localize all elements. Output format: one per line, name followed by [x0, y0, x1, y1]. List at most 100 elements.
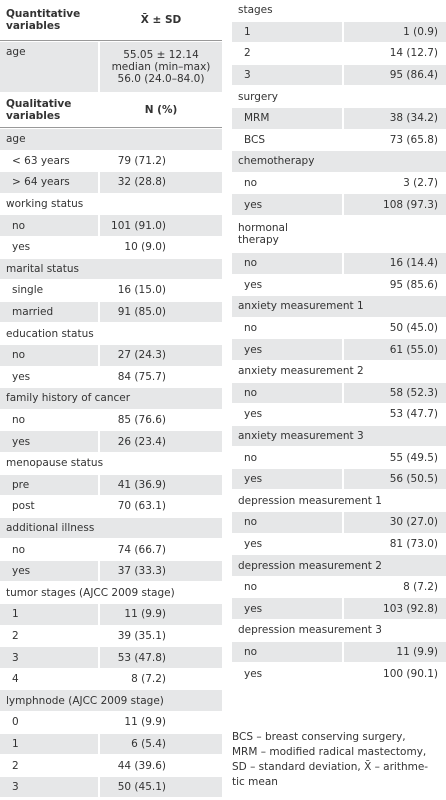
row-label: MRM: [232, 107, 342, 129]
data-row: < 63 years 79 (71.2): [0, 151, 222, 172]
data-row: > 64 years 32 (28.8): [0, 172, 222, 193]
row-label: 1: [232, 21, 342, 43]
section-title: family history of cancer: [6, 392, 131, 405]
row-label: yes: [0, 431, 98, 452]
section-cell: working status: [0, 194, 222, 215]
row-label: 2: [12, 629, 19, 642]
row-value: 8 (7.2): [403, 581, 438, 594]
row-label: yes: [232, 598, 342, 620]
section-cell: lymphnode (AJCC 2009 stage): [0, 690, 222, 712]
row-value: 1 (0.9): [344, 21, 446, 43]
row-value: 16 (14.4): [344, 252, 446, 274]
data-row: no 3 (2.7): [232, 173, 446, 194]
row-label: < 63 years: [12, 154, 70, 167]
row-value: 84 (75.7): [117, 370, 166, 383]
row-value: 73 (65.8): [389, 133, 438, 146]
data-row: yes 56 (50.5): [232, 468, 446, 490]
row-label: married: [0, 301, 98, 323]
row-value: 91 (85.0): [100, 301, 222, 323]
data-row: 4 8 (7.2): [0, 669, 222, 690]
row-label: no: [244, 581, 258, 594]
row-label: yes: [232, 468, 342, 490]
header-cell: N (%): [144, 104, 178, 116]
data-row: yes 53 (47.7): [232, 404, 446, 425]
row-value: 16 (15.0): [117, 284, 166, 297]
row-value: 26 (23.4): [100, 431, 222, 452]
value-line: 55.05 ± 12.14: [123, 49, 199, 61]
section-row: menopause status: [0, 453, 222, 474]
data-row: yes 95 (85.6): [232, 275, 446, 296]
row-label: post: [12, 500, 35, 513]
row-label: no: [12, 414, 26, 427]
data-row: 2 44 (39.6): [0, 755, 222, 776]
header-row: Qualitative variables N (%): [0, 93, 222, 128]
row-value: 32 (28.8): [100, 172, 222, 193]
row-value: 81 (73.0): [389, 537, 438, 550]
section-title: marital status: [6, 262, 79, 275]
section-row: depression measurement 2: [232, 555, 446, 576]
section-title: additional illness: [6, 521, 95, 534]
value-line: median (min–max): [111, 61, 211, 73]
row-value: 101 (91.0): [100, 215, 222, 236]
footnote-line: tic mean: [232, 776, 278, 788]
row-value: 37 (33.3): [100, 560, 222, 582]
header-cell: X̄ ± SD: [140, 14, 182, 26]
row-label: age: [6, 46, 26, 58]
row-label: yes: [232, 339, 342, 360]
data-row: pre 41 (36.9): [0, 474, 222, 496]
row-label: 2: [244, 47, 251, 60]
data-row: yes 81 (73.0): [232, 534, 446, 555]
row-label: 2: [12, 759, 19, 772]
label-cell: age: [0, 42, 98, 92]
section-title: stages: [238, 4, 273, 17]
row-value: 11 (9.9): [100, 604, 222, 625]
row-value: 44 (39.6): [117, 759, 166, 772]
section-cell: age: [0, 129, 222, 150]
section-row: additional illness: [0, 517, 222, 539]
footnote-line: SD – standard deviation, X̄ – arithme-: [232, 761, 429, 773]
section-cell: anxiety measurement 1: [232, 296, 446, 317]
data-row: 0 11 (9.9): [0, 712, 222, 733]
row-value: 103 (92.8): [344, 598, 446, 620]
row-label: no: [12, 543, 26, 556]
section-title: education status: [6, 327, 94, 340]
data-row: 1 11 (9.9): [0, 604, 222, 625]
row-label: 3: [0, 647, 98, 668]
section-row: anxiety measurement 3: [232, 425, 446, 447]
data-row: no 74 (66.7): [0, 539, 222, 560]
data-row: MRM 38 (34.2): [232, 107, 446, 129]
row-value: 56 (50.5): [344, 468, 446, 490]
row-label: no: [244, 177, 258, 190]
section-cell: chemotherapy: [232, 151, 446, 172]
section-row: marital status: [0, 258, 222, 280]
data-row: yes 84 (75.7): [0, 367, 222, 388]
row-label: 0: [12, 716, 19, 729]
section-title: hormonal: [238, 221, 288, 234]
section-row: anxiety measurement 2: [232, 361, 446, 382]
section-row: hormonal therapy: [232, 216, 446, 252]
row-label: no: [0, 215, 98, 236]
section-row: lymphnode (AJCC 2009 stage): [0, 690, 222, 712]
row-value: 50 (45.0): [389, 322, 438, 335]
data-row: 3 53 (47.8): [0, 647, 222, 668]
header-cell: Quantitative variables: [6, 8, 81, 32]
row-value: 61 (55.0): [344, 339, 446, 360]
row-value: 27 (24.3): [100, 344, 222, 366]
section-title: tumor stages (AJCC 2009 stage): [6, 586, 175, 599]
data-row: 2 39 (35.1): [0, 626, 222, 647]
row-value: 100 (90.1): [383, 667, 438, 680]
row-value: 11 (9.9): [124, 716, 166, 729]
row-value: 11 (9.9): [344, 641, 446, 663]
data-row: no 8 (7.2): [232, 577, 446, 598]
section-title: working status: [6, 198, 84, 211]
section-title: depression measurement 2: [238, 559, 382, 572]
section-cell: family history of cancer: [0, 388, 222, 409]
data-row: BCS 73 (65.8): [232, 130, 446, 151]
row-label: no: [232, 382, 342, 404]
value-line: 56.0 (24.0–84.0): [117, 73, 205, 85]
section-cell: depression measurement 3: [232, 620, 446, 641]
data-row: married 91 (85.0): [0, 301, 222, 323]
row-label: yes: [12, 370, 31, 383]
